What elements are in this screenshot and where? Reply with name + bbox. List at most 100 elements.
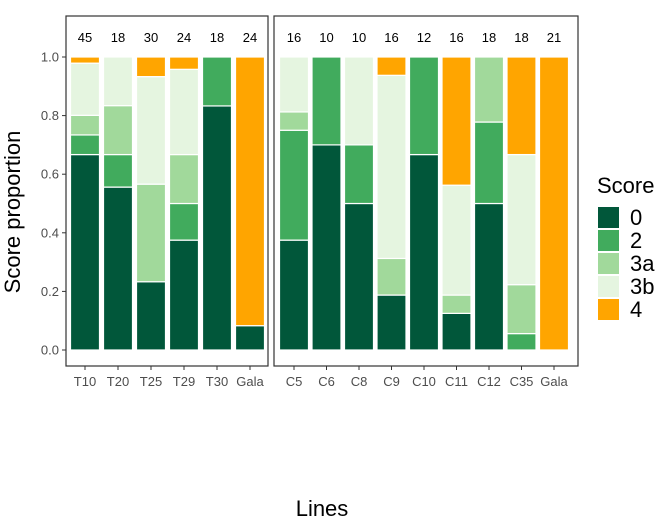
legend-title: Score bbox=[597, 173, 654, 198]
legend-key-4 bbox=[598, 299, 619, 320]
x-tick-label-t30: T30 bbox=[206, 374, 228, 389]
count-label-t10: 45 bbox=[78, 30, 92, 45]
x-axis-title: Lines bbox=[296, 496, 349, 521]
x-tick-label-c35: C35 bbox=[510, 374, 534, 389]
bar-segment-t29-score-3a bbox=[168, 153, 200, 205]
bar-segment-c11-score-0 bbox=[441, 312, 472, 351]
count-label-t29: 24 bbox=[177, 30, 191, 45]
bar-segment-c9-score-3b bbox=[376, 74, 407, 260]
count-label-t30: 18 bbox=[210, 30, 224, 45]
bar-segment-t10-score-2 bbox=[69, 134, 101, 156]
count-label-gala: 21 bbox=[547, 30, 561, 45]
y-tick-label: 0.2 bbox=[41, 284, 59, 299]
bar-segment-c35-score-2 bbox=[506, 332, 537, 351]
count-label-c6: 10 bbox=[319, 30, 333, 45]
legend-label-0: 0 bbox=[630, 205, 642, 230]
x-tick-label-c11: C11 bbox=[445, 374, 468, 389]
count-label-t25: 30 bbox=[144, 30, 158, 45]
y-tick-label: 0.0 bbox=[41, 343, 59, 358]
bar-segment-c9-score-3a bbox=[376, 257, 407, 296]
bar-segment-c5-score-0 bbox=[278, 239, 310, 351]
y-axis: 0.0 0.2 0.4 0.6 0.8 1.0 bbox=[41, 50, 66, 358]
count-label-c9: 16 bbox=[384, 30, 398, 45]
bar-segment-c9-score-0 bbox=[376, 294, 407, 351]
legend-key-2 bbox=[598, 230, 619, 251]
bar-segment-t25-score-0 bbox=[135, 281, 167, 351]
bar-segment-gala-score-4 bbox=[538, 56, 570, 351]
panel-frames bbox=[65, 15, 579, 367]
bar-segment-c5-score-2 bbox=[278, 129, 310, 241]
bar-segment-t20-score-3b bbox=[102, 56, 134, 107]
bar-segment-t29-score-0 bbox=[168, 239, 200, 351]
bar-segment-t10-score-4 bbox=[69, 56, 101, 64]
x-tick-label-c9: C9 bbox=[383, 374, 400, 389]
legend-key-3b bbox=[598, 276, 619, 297]
bars-layer bbox=[69, 56, 570, 351]
bar-segment-c12-score-3a bbox=[473, 56, 505, 123]
bar-segment-t25-score-3a bbox=[135, 183, 167, 283]
y-tick-label: 1.0 bbox=[41, 50, 59, 65]
bar-segment-t25-score-3b bbox=[135, 76, 167, 185]
legend-label-3a: 3a bbox=[630, 251, 655, 276]
bar-segment-t29-score-4 bbox=[168, 56, 200, 70]
panel-2-border bbox=[273, 15, 579, 367]
bar-segment-t20-score-3a bbox=[102, 105, 134, 156]
bar-segment-c12-score-0 bbox=[473, 202, 505, 351]
y-axis-title: Score proportion bbox=[0, 131, 25, 294]
bar-segment-c10-score-0 bbox=[408, 153, 440, 351]
bar-segment-t10-score-3a bbox=[69, 114, 101, 136]
bar-segment-c35-score-4 bbox=[506, 56, 537, 156]
bar-segment-gala-score-4 bbox=[234, 56, 266, 327]
bar-segment-t25-score-4 bbox=[135, 56, 167, 78]
x-tick-label-c12: C12 bbox=[477, 374, 501, 389]
y-tick-label: 0.4 bbox=[41, 225, 59, 240]
panel-1-border bbox=[65, 15, 269, 367]
x-tick-label-gala: Gala bbox=[236, 374, 264, 389]
bar-segment-t29-score-3b bbox=[168, 68, 200, 156]
bar-segment-c9-score-4 bbox=[376, 56, 407, 76]
bar-segment-c8-score-0 bbox=[343, 202, 375, 351]
bar-segment-t30-score-2 bbox=[201, 56, 233, 107]
count-label-c35: 18 bbox=[514, 30, 528, 45]
x-tick-label-t29: T29 bbox=[173, 374, 195, 389]
bar-segment-c11-score-3a bbox=[441, 294, 472, 314]
bar-segment-t10-score-3b bbox=[69, 62, 101, 116]
x-tick-label-t20: T20 bbox=[107, 374, 129, 389]
count-label-gala: 24 bbox=[243, 30, 257, 45]
bar-segment-t10-score-0 bbox=[69, 153, 101, 351]
bar-segment-c8-score-3b bbox=[343, 56, 375, 146]
count-label-c8: 10 bbox=[352, 30, 366, 45]
legend-key-0 bbox=[598, 207, 619, 228]
x-tick-label-gala: Gala bbox=[540, 374, 568, 389]
count-label-c10: 12 bbox=[417, 30, 431, 45]
legend-key-3a bbox=[598, 253, 619, 274]
bar-segment-c5-score-3b bbox=[278, 56, 310, 113]
x-tick-label-t25: T25 bbox=[140, 374, 162, 389]
bar-segment-t30-score-0 bbox=[201, 105, 233, 351]
bar-segment-c11-score-3b bbox=[441, 184, 472, 296]
bar-segment-t20-score-2 bbox=[102, 153, 134, 188]
legend-label-3b: 3b bbox=[630, 274, 654, 299]
bar-segment-t20-score-0 bbox=[102, 186, 134, 351]
bar-segment-c6-score-0 bbox=[311, 144, 342, 351]
count-label-c12: 18 bbox=[482, 30, 496, 45]
bar-segment-c6-score-2 bbox=[311, 56, 342, 146]
bar-segment-t29-score-2 bbox=[168, 202, 200, 241]
legend-label-2: 2 bbox=[630, 228, 642, 253]
x-tick-label-c10: C10 bbox=[412, 374, 436, 389]
bar-segment-c8-score-2 bbox=[343, 144, 375, 205]
bar-segment-c35-score-3a bbox=[506, 284, 537, 335]
bar-segment-c11-score-4 bbox=[441, 56, 472, 186]
x-tick-label-c8: C8 bbox=[351, 374, 368, 389]
bar-segment-gala-score-0 bbox=[234, 325, 266, 351]
bar-segment-c5-score-3a bbox=[278, 111, 310, 131]
count-label-c5: 16 bbox=[287, 30, 301, 45]
legend-label-4: 4 bbox=[630, 297, 642, 322]
count-label-t20: 18 bbox=[111, 30, 125, 45]
y-tick-label: 0.6 bbox=[41, 167, 59, 182]
x-tick-label-c5: C5 bbox=[286, 374, 303, 389]
bar-segment-c12-score-2 bbox=[473, 121, 505, 205]
bar-segment-c35-score-3b bbox=[506, 153, 537, 286]
